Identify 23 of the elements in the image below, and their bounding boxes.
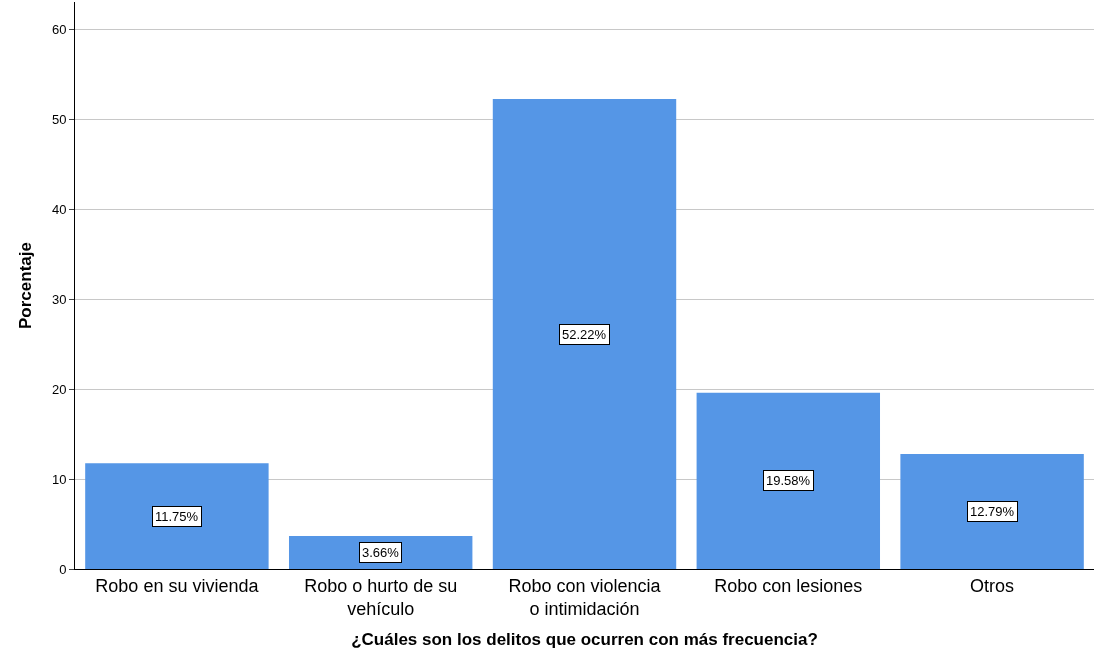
- y-tick-label: 50: [51, 111, 67, 127]
- bar: [696, 392, 881, 569]
- x-tick-label: Robo o hurto de su vehículo: [304, 575, 458, 619]
- y-tick-label: 40: [51, 201, 67, 217]
- data-label: 11.75%: [155, 509, 199, 524]
- x-tick-label: Robo en su vivienda: [95, 575, 260, 596]
- x-tick-label: Robo con violencia o intimidación: [508, 575, 662, 619]
- bar: [900, 453, 1084, 569]
- y-tick-label: 30: [51, 291, 67, 307]
- y-tick-label: 0: [59, 561, 67, 577]
- data-label: 19.58%: [766, 473, 811, 488]
- bar: [492, 99, 677, 569]
- y-tick-label: 20: [51, 381, 67, 397]
- x-axis-title: ¿Cuáles son los delitos que ocurren con más frecuencia?: [351, 630, 818, 650]
- y-tick-label: 10: [51, 471, 67, 487]
- data-label: 52.22%: [562, 327, 607, 342]
- y-axis-title: Porcentaje: [16, 242, 36, 329]
- x-tick-label: Otros: [970, 575, 1015, 596]
- y-tick-label: 60: [51, 21, 67, 37]
- data-label: 12.79%: [970, 504, 1015, 519]
- x-tick-label: Robo con lesiones: [714, 575, 863, 596]
- data-label: 3.66%: [362, 545, 400, 560]
- bar: [85, 463, 269, 569]
